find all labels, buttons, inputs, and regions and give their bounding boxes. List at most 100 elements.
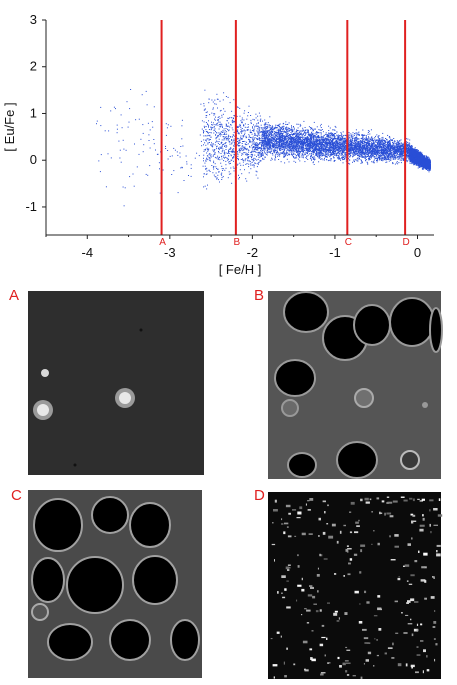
- data-point: [372, 142, 374, 144]
- data-point: [300, 140, 302, 142]
- data-point: [233, 160, 234, 162]
- data-point: [408, 145, 410, 147]
- data-point: [343, 158, 345, 160]
- data-point: [327, 135, 329, 137]
- data-point: [351, 139, 353, 141]
- data-point: [278, 132, 280, 134]
- data-point: [283, 142, 285, 144]
- data-point: [247, 157, 249, 159]
- data-point: [334, 149, 336, 151]
- data-point: [262, 129, 264, 131]
- data-point: [338, 140, 340, 142]
- data-point: [258, 137, 260, 139]
- data-point: [369, 151, 371, 153]
- data-point: [385, 159, 387, 161]
- data-point: [387, 152, 389, 154]
- data-point: [360, 150, 362, 152]
- data-point: [265, 131, 267, 133]
- data-point: [322, 153, 324, 155]
- data-point: [233, 131, 235, 133]
- data-point: [283, 153, 285, 155]
- data-point: [234, 140, 236, 142]
- data-point: [233, 170, 235, 172]
- data-point: [246, 149, 248, 151]
- data-point: [383, 159, 385, 161]
- data-point: [320, 127, 322, 128]
- data-point: [384, 140, 386, 142]
- data-point: [234, 143, 235, 145]
- data-point: [208, 138, 210, 140]
- data-point: [373, 142, 375, 144]
- data-point: [258, 125, 260, 127]
- data-point: [256, 147, 258, 149]
- data-point: [252, 158, 254, 160]
- data-point: [204, 127, 205, 129]
- data-point: [297, 152, 299, 154]
- data-point: [142, 124, 144, 126]
- data-point: [181, 138, 183, 140]
- data-point: [257, 146, 259, 148]
- data-point: [337, 152, 339, 153]
- data-point: [263, 140, 265, 142]
- data-point: [317, 142, 319, 144]
- data-point: [228, 152, 230, 154]
- data-point: [350, 140, 352, 142]
- data-point: [310, 134, 312, 136]
- data-point: [315, 143, 317, 145]
- data-point: [272, 137, 274, 139]
- data-point: [222, 131, 224, 133]
- data-point: [275, 135, 277, 137]
- data-point: [267, 143, 269, 145]
- data-point: [278, 136, 280, 137]
- data-point: [302, 142, 304, 144]
- data-point: [367, 146, 369, 148]
- data-point: [223, 128, 225, 130]
- data-point: [297, 142, 299, 144]
- data-point: [266, 143, 268, 145]
- data-point: [374, 150, 376, 152]
- data-point: [258, 135, 260, 137]
- data-point: [215, 176, 217, 178]
- data-point: [316, 136, 317, 138]
- data-point: [286, 142, 288, 143]
- data-point: [303, 132, 305, 134]
- data-point: [118, 140, 120, 142]
- data-point: [407, 152, 409, 154]
- data-point: [276, 132, 278, 134]
- data-point: [345, 154, 347, 155]
- data-point: [322, 140, 324, 142]
- data-point: [385, 150, 387, 152]
- data-point: [390, 154, 392, 156]
- data-point: [365, 146, 367, 148]
- data-point: [209, 132, 211, 133]
- data-point: [203, 186, 205, 188]
- data-point: [121, 127, 123, 129]
- data-point: [385, 157, 387, 159]
- data-point: [209, 171, 211, 172]
- data-point: [259, 142, 261, 144]
- data-point: [339, 142, 341, 144]
- data-point: [243, 130, 245, 132]
- data-point: [349, 137, 351, 138]
- data-point: [372, 145, 374, 147]
- data-point: [292, 143, 293, 145]
- data-point: [382, 140, 384, 142]
- data-point: [390, 147, 391, 149]
- data-point: [380, 158, 382, 159]
- data-point: [293, 142, 295, 144]
- data-point: [262, 158, 264, 160]
- data-point: [328, 152, 330, 153]
- data-point: [384, 150, 385, 151]
- data-point: [311, 140, 313, 142]
- data-point: [250, 155, 252, 157]
- data-point: [263, 142, 265, 143]
- data-point: [362, 153, 364, 155]
- data-point: [362, 134, 364, 136]
- data-point: [238, 158, 239, 160]
- data-point: [302, 153, 304, 155]
- data-point: [249, 146, 251, 148]
- data-point: [283, 131, 285, 133]
- data-point: [393, 154, 395, 156]
- data-point: [243, 129, 245, 131]
- data-point: [381, 150, 383, 152]
